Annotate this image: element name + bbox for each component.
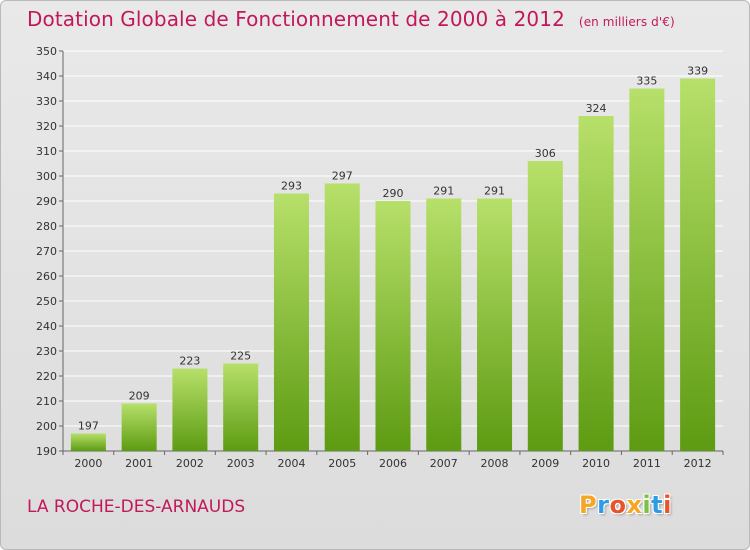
- data-label: 297: [332, 170, 353, 183]
- data-label: 324: [586, 102, 607, 115]
- y-tick-label: 320: [36, 120, 57, 133]
- y-tick-label: 210: [36, 395, 57, 408]
- y-tick-label: 270: [36, 245, 57, 258]
- data-label: 335: [636, 75, 657, 88]
- data-label: 293: [281, 180, 302, 193]
- logo-letter: i: [663, 491, 672, 519]
- labels: 197 209 223 225 293 297 290 291 291 306 324 335 339: [78, 65, 708, 433]
- logo-letter: i: [642, 491, 652, 519]
- bar: [629, 88, 665, 451]
- bar: [121, 403, 157, 451]
- y-tick-label: 200: [36, 420, 57, 433]
- x-tick-label: 2006: [379, 457, 407, 470]
- bar: [578, 116, 614, 451]
- x-tick-label: 2003: [227, 457, 255, 470]
- bar: [680, 78, 716, 451]
- bar: [273, 193, 309, 451]
- y-tick-label: 330: [36, 95, 57, 108]
- logo-letter: r: [597, 491, 610, 519]
- x-tick-label: 2011: [633, 457, 661, 470]
- data-label: 225: [230, 350, 251, 363]
- x-tick-label: 2012: [684, 457, 712, 470]
- data-label: 197: [78, 420, 99, 433]
- x-tick-label: 2004: [277, 457, 305, 470]
- chart-title: Dotation Globale de Fonctionnement de 20…: [27, 7, 675, 31]
- y-tick-label: 290: [36, 195, 57, 208]
- bar: [324, 183, 360, 451]
- y-tick-label: 300: [36, 170, 57, 183]
- logo-letter: o: [609, 491, 627, 519]
- data-label: 291: [484, 185, 505, 198]
- y-tick-label: 310: [36, 145, 57, 158]
- y-tick-label: 220: [36, 370, 57, 383]
- y-tick-label: 190: [36, 445, 57, 458]
- data-label: 290: [383, 187, 404, 200]
- logo-letter: x: [626, 491, 643, 519]
- chart-unit: (en milliers d'€): [578, 15, 675, 29]
- y-tick-label: 240: [36, 320, 57, 333]
- x-tick-label: 2008: [481, 457, 509, 470]
- bar: [375, 201, 411, 451]
- x-tick-label: 2010: [582, 457, 610, 470]
- y-tick-label: 250: [36, 295, 57, 308]
- y-tick-label: 260: [36, 270, 57, 283]
- y-tick-label: 340: [36, 70, 57, 83]
- y-tick-label: 350: [36, 45, 57, 58]
- data-label: 306: [535, 147, 556, 160]
- bar: [527, 161, 563, 451]
- bar: [477, 198, 513, 451]
- data-label: 209: [129, 390, 150, 403]
- x-tick-label: 2005: [328, 457, 356, 470]
- data-label: 339: [687, 65, 708, 78]
- x-tick-label: 2009: [531, 457, 559, 470]
- bar: [172, 368, 208, 451]
- x-tick-label: 2001: [125, 457, 153, 470]
- y-tick-label: 230: [36, 345, 57, 358]
- y-tick-label: 280: [36, 220, 57, 233]
- x-tick-label: 2000: [74, 457, 102, 470]
- bar: [426, 198, 462, 451]
- commune-name: LA ROCHE-DES-ARNAUDS: [27, 497, 246, 517]
- data-label: 291: [433, 185, 454, 198]
- x-tick-label: 2002: [176, 457, 204, 470]
- x-tick-label: 2007: [430, 457, 458, 470]
- data-label: 223: [179, 355, 200, 368]
- bar: [70, 433, 106, 451]
- logo-letter: t: [651, 491, 664, 519]
- chart-title-text: Dotation Globale de Fonctionnement de 20…: [27, 7, 565, 31]
- bar: [223, 363, 259, 451]
- bars: [70, 78, 716, 451]
- proxiti-logo: Proxiti: [579, 491, 672, 519]
- logo-letter: P: [579, 491, 598, 519]
